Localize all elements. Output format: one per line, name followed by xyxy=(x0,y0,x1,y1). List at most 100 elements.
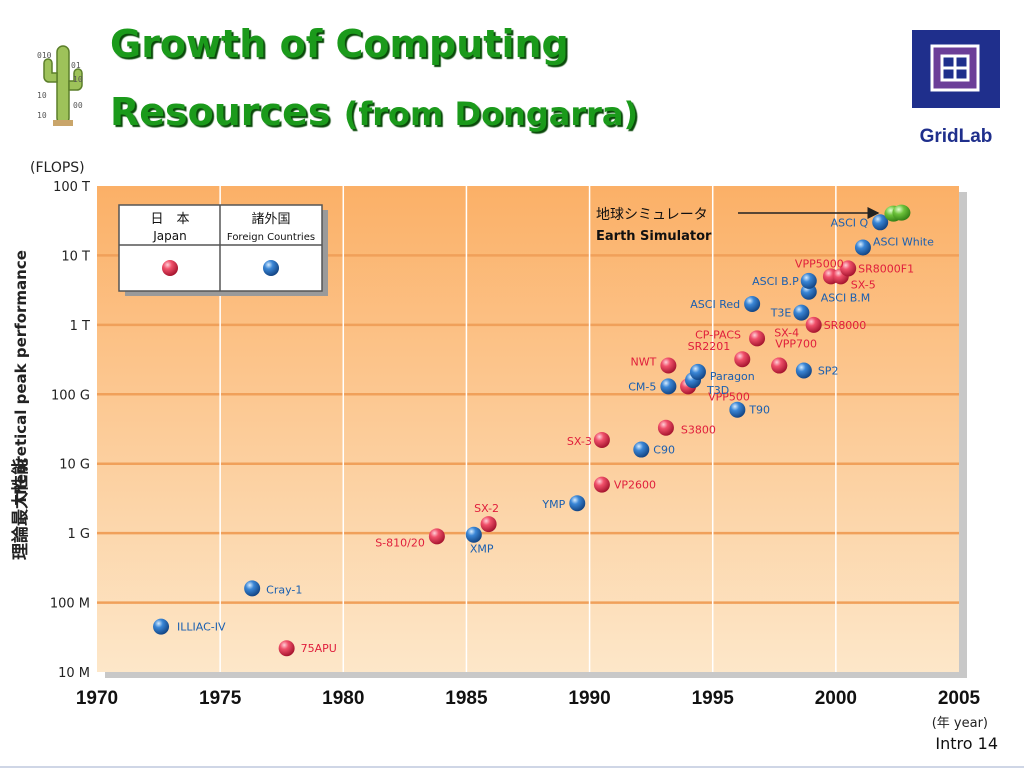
slide-title-text-2: Resources xyxy=(110,90,331,134)
point-paragon xyxy=(689,363,706,380)
svg-text:01: 01 xyxy=(71,61,81,70)
slide-title-line2: Resources (from Dongarra) xyxy=(110,90,638,134)
label-asci-red: ASCI Red xyxy=(690,298,740,311)
label-75apu: 75APU xyxy=(301,642,337,655)
label-asci-q: ASCI Q xyxy=(831,216,869,229)
point-asci-red xyxy=(744,295,761,312)
x-tick-label: 2000 xyxy=(815,688,857,709)
slide-title-source: (from Dongarra) xyxy=(343,95,639,133)
legend-foreign-marker xyxy=(263,260,279,276)
label-sr8000f1: SR8000F1 xyxy=(858,262,914,275)
y-tick-label: 1 T xyxy=(70,319,90,334)
slide-title-text: Growth of Computing xyxy=(110,22,569,66)
point-75apu xyxy=(278,640,295,657)
point-cm-5 xyxy=(660,378,677,395)
svg-text:00: 00 xyxy=(73,101,83,110)
label-vpp5000: VPP5000 xyxy=(795,257,844,270)
y-tick-label: 1 G xyxy=(68,527,90,542)
y-tick-label: 100 M xyxy=(50,597,90,612)
legend-japan-en: Japan xyxy=(152,229,186,243)
y-tick-label: 100 T xyxy=(53,180,90,195)
label-vp2600: VP2600 xyxy=(614,479,656,492)
y-unit-label: (FLOPS) xyxy=(30,160,85,176)
point-xmp xyxy=(465,526,482,543)
point-cp-pacs xyxy=(749,330,766,347)
label-ymp: YMP xyxy=(541,498,565,511)
cactus-logo-icon: 010 01 10 10 00 10 xyxy=(37,45,83,126)
point-sr2201 xyxy=(734,351,751,368)
x-tick-label: 1990 xyxy=(568,688,610,709)
label-asci-white: ASCI White xyxy=(873,236,934,249)
point-s-810-20 xyxy=(428,528,445,545)
label-vpp500: VPP500 xyxy=(708,390,750,403)
label-s3800: S3800 xyxy=(681,424,716,437)
point-sr8000 xyxy=(805,316,822,333)
y-tick-label: 10 M xyxy=(58,666,90,681)
label-t90: T90 xyxy=(748,404,770,417)
point-t3e xyxy=(793,304,810,321)
point-sr8000f1 xyxy=(840,260,857,277)
point-nwt xyxy=(660,357,677,374)
svg-text:010: 010 xyxy=(37,51,52,60)
point-sx-3 xyxy=(593,431,610,448)
label-t3d: T3D xyxy=(706,384,729,397)
label-vpp700: VPP700 xyxy=(775,337,817,350)
label-c90: C90 xyxy=(653,444,675,457)
x-tick-label: 1980 xyxy=(322,688,364,709)
slide-title-line1: Growth of Computing xyxy=(110,22,569,66)
point-asci-q xyxy=(872,214,889,231)
label-cm-5: CM-5 xyxy=(628,380,656,393)
earth-simulator-annotation: 地球シミュレータ Earth Simulator xyxy=(596,207,880,244)
label-paragon: Paragon xyxy=(710,370,755,383)
performance-chart: 10 M 100 M 1 G 10 G 100 G 1 T 10 T 100 T 1970 197… xyxy=(10,160,988,731)
label-asci-b-p: ASCI B.P xyxy=(752,275,799,288)
label-sx-4: SX-4 xyxy=(774,326,799,339)
svg-text:10: 10 xyxy=(37,111,47,120)
legend-japan-marker xyxy=(162,260,178,276)
label-sr8000: SR8000 xyxy=(824,319,867,332)
point-ymp xyxy=(569,495,586,512)
label-cray-1: Cray-1 xyxy=(266,583,302,596)
label-t3e: T3E xyxy=(770,307,792,320)
label-sp2: SP2 xyxy=(818,365,839,378)
x-tick-label: 1970 xyxy=(76,688,118,709)
earth-simulator-label-en: Earth Simulator xyxy=(596,229,712,244)
label-cp-pacs: CP-PACS xyxy=(695,328,741,341)
label-sx-5: SX-5 xyxy=(851,278,876,291)
label-sx-2: SX-2 xyxy=(474,502,499,515)
label-sr2201: SR2201 xyxy=(688,340,731,353)
label-sx-3: SX-3 xyxy=(567,435,592,448)
point-earth-simulator-2 xyxy=(892,204,911,221)
x-axis-label: (年 year) xyxy=(932,716,988,731)
point-s3800 xyxy=(657,419,674,436)
gridlab-logo-text: GridLab xyxy=(920,126,993,147)
label-nwt: NWT xyxy=(631,355,657,368)
label-illiac-iv: ILLIAC-IV xyxy=(177,621,226,634)
gridlab-logo: GridLab xyxy=(912,30,1000,147)
point-asci-white xyxy=(854,239,871,256)
point-asci-b-p xyxy=(800,272,817,289)
y-tick-label: 10 T xyxy=(61,249,90,264)
point-sx-2 xyxy=(480,516,497,533)
x-tick-label: 1985 xyxy=(445,688,488,709)
legend: 日 本 Japan 諸外国 Foreign Countries xyxy=(118,204,328,296)
tick-layer: 10 M 100 M 1 G 10 G 100 G 1 T 10 T 100 T 1970 197… xyxy=(50,180,981,709)
point-c90 xyxy=(633,441,650,458)
point-cray-1 xyxy=(244,580,261,597)
y-axis-label-jp: 理論最大性能 xyxy=(10,458,31,560)
point-illiac-iv xyxy=(153,618,170,635)
point-vp2600 xyxy=(593,476,610,493)
svg-text:10: 10 xyxy=(73,75,83,84)
label-s-810-20: S-810/20 xyxy=(375,536,425,549)
label-xmp: XMP xyxy=(470,543,494,556)
point-t90 xyxy=(729,401,746,418)
legend-japan-jp: 日 本 xyxy=(150,212,189,227)
legend-foreign-en: Foreign Countries xyxy=(227,232,315,243)
bottom-rule xyxy=(0,766,1024,768)
points-layer xyxy=(153,204,911,657)
x-tick-label: 2005 xyxy=(938,688,981,709)
y-axis-label-en: Theoretical peak performance xyxy=(12,250,30,505)
slide-footer: Intro 14 xyxy=(935,734,998,753)
x-tick-label: 1995 xyxy=(692,688,735,709)
y-tick-label: 10 G xyxy=(59,458,90,473)
